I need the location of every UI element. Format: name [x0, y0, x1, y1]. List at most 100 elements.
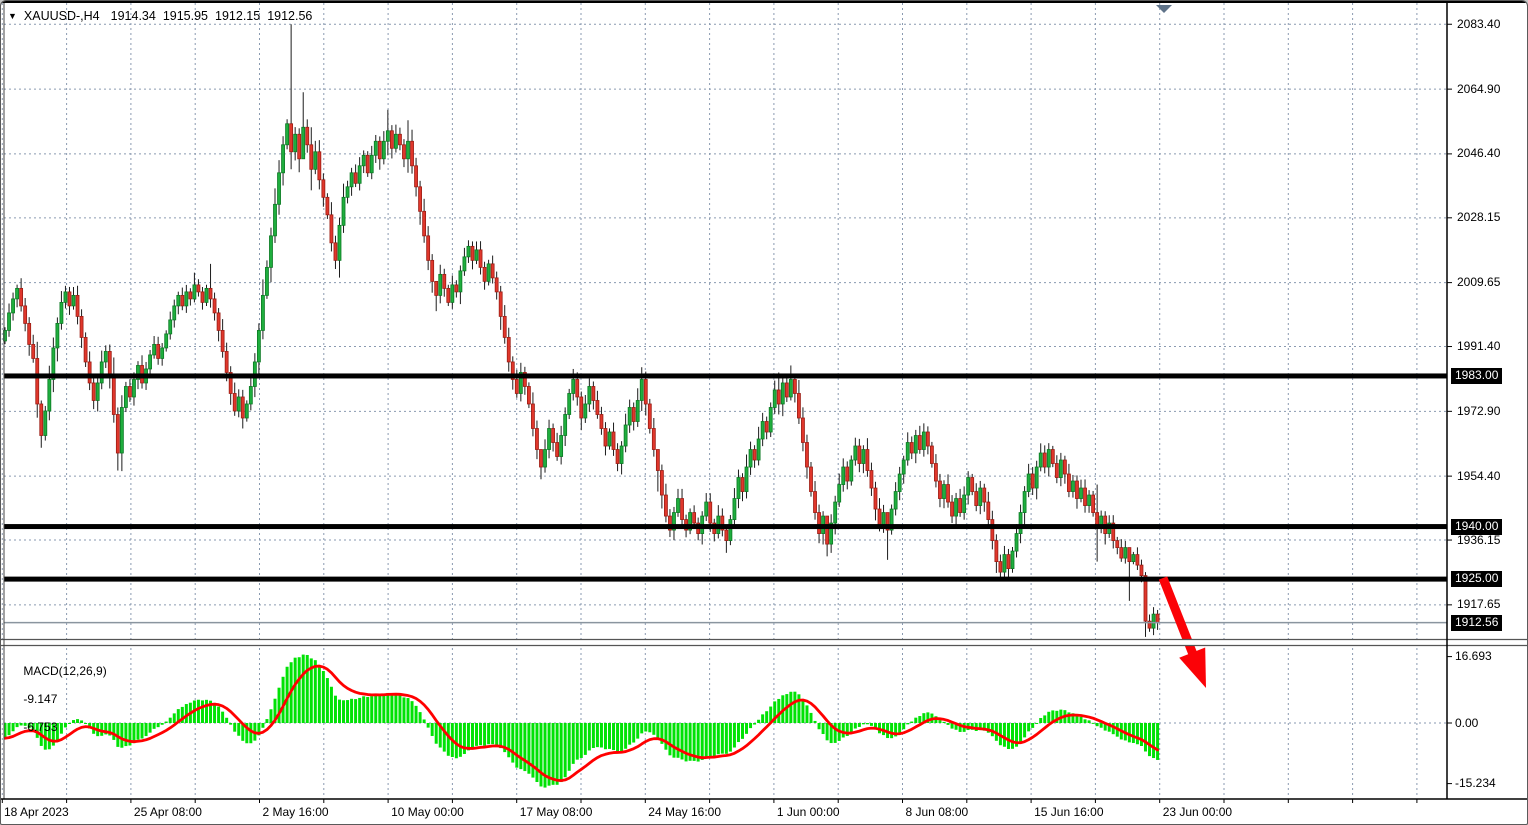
macd-histogram-bar — [1035, 723, 1039, 724]
macd-histogram-bar — [511, 723, 515, 763]
candle-bull — [373, 140, 378, 156]
candle-bear — [817, 512, 821, 534]
macd-histogram-bar — [841, 723, 845, 738]
macd-histogram-bar — [1043, 715, 1047, 723]
macd-histogram-bar — [632, 723, 636, 743]
macd-histogram-bar — [587, 723, 591, 751]
candle-bear — [631, 407, 636, 422]
candle-bull — [152, 344, 157, 356]
macd-histogram-bar — [491, 723, 495, 745]
candle-bear — [1042, 452, 1047, 468]
candle-bull — [849, 459, 854, 482]
candle-bear — [514, 379, 519, 394]
macd-histogram-bar — [672, 723, 676, 758]
candle-bear — [579, 396, 584, 419]
macd-histogram-bar — [982, 723, 986, 731]
candle-bear — [377, 140, 382, 160]
candle-bull — [474, 249, 479, 261]
candle-bull — [518, 372, 523, 394]
macd-histogram-bar — [761, 714, 765, 723]
macd-histogram-bar — [652, 723, 656, 735]
macd-histogram-bar — [1075, 715, 1079, 723]
candle-bull — [132, 379, 136, 398]
macd-histogram-bar — [567, 723, 571, 771]
candle-bull — [385, 130, 390, 142]
macd-histogram-bar — [120, 723, 124, 748]
candle-bull — [567, 393, 572, 415]
candle-bull — [192, 284, 197, 300]
macd-histogram-bar — [124, 723, 128, 747]
macd-histogram-bar — [849, 723, 853, 733]
macd-histogram-bar — [1039, 718, 1043, 723]
candle-bull — [897, 473, 902, 492]
candle-bear — [1054, 463, 1059, 478]
candle-bear — [446, 287, 451, 303]
candle-bear — [1083, 487, 1087, 506]
macd-histogram-bar — [104, 723, 108, 735]
macd-histogram-bar — [293, 657, 297, 723]
candle-bull — [1018, 512, 1023, 534]
horizontal-level-line[interactable] — [4, 576, 1447, 582]
candle-bear — [1091, 494, 1095, 513]
macd-histogram-bar — [152, 723, 156, 729]
candle-bear — [232, 393, 237, 412]
candle-bear — [83, 337, 88, 363]
candle-bear — [180, 294, 185, 307]
candle-bull — [95, 382, 100, 401]
macd-histogram-bar — [749, 723, 753, 729]
macd-histogram-bar — [861, 723, 865, 725]
candle-bull — [921, 431, 926, 450]
time-axis-label: 18 Apr 2023 — [4, 805, 69, 819]
macd-histogram-bar — [362, 696, 366, 723]
macd-histogram-bar — [333, 695, 337, 723]
macd-histogram-bar — [140, 723, 144, 739]
macd-histogram-bar — [27, 723, 31, 729]
candle-bull — [627, 407, 632, 426]
horizontal-level-line[interactable] — [4, 373, 1447, 379]
macd-histogram-bar — [1011, 723, 1014, 749]
macd-histogram-bar — [757, 719, 761, 723]
candle-bear — [79, 316, 84, 338]
macd-histogram-bar — [732, 723, 736, 748]
macd-histogram-bar — [402, 697, 406, 723]
macd-histogram-bar — [313, 660, 317, 723]
macd-histogram-bar — [35, 723, 39, 738]
candle-bear — [539, 449, 543, 468]
macd-histogram-bar — [942, 721, 946, 723]
macd-histogram-bar — [265, 719, 269, 723]
macd-histogram-bar — [241, 723, 245, 741]
macd-histogram-bar — [434, 723, 438, 744]
candle-bear — [877, 508, 882, 527]
candle-bull — [1087, 494, 1091, 506]
candlesticks — [3, 24, 1160, 637]
macd-histogram-bar — [136, 723, 140, 740]
macd-histogram-bar — [777, 698, 781, 723]
chart-title: ▼ XAUUSD-,H4 1914.34 1915.95 1912.15 191… — [8, 9, 312, 23]
collapse-ohlc-icon[interactable]: ▼ — [8, 10, 17, 21]
candle-bull — [124, 386, 128, 408]
macd-histogram-bar — [281, 676, 285, 723]
chart-shift-marker[interactable] — [1156, 5, 1172, 13]
macd-histogram-bar — [305, 654, 309, 723]
macd-histogram-bar — [551, 723, 555, 785]
horizontal-level-line[interactable] — [4, 524, 1447, 530]
candle-bear — [692, 512, 697, 524]
candle-bull — [772, 389, 777, 408]
macd-histogram-bar — [543, 723, 547, 788]
candle-bear — [946, 484, 950, 503]
macd-histogram-bar — [176, 709, 180, 723]
macd-histogram-bar — [745, 723, 749, 734]
candle-bear — [426, 235, 431, 261]
candle-bull — [543, 449, 547, 468]
macd-histogram-bar — [724, 723, 728, 754]
macd-histogram-bar — [910, 721, 914, 723]
candle-bear — [801, 417, 805, 443]
down-arrow-annotation[interactable] — [1158, 576, 1206, 689]
macd-histogram-bar — [801, 699, 805, 723]
panel-splitter[interactable] — [1, 640, 1528, 646]
arrow-head[interactable] — [1179, 647, 1206, 689]
candle-bull — [1058, 459, 1063, 478]
macd-histogram-bar — [225, 717, 229, 723]
